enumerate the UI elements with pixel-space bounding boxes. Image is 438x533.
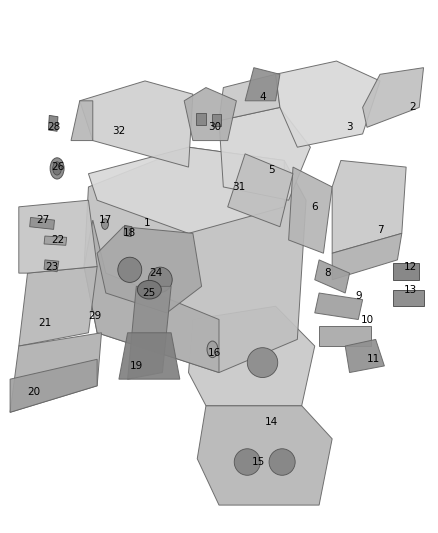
Polygon shape <box>245 68 280 101</box>
Polygon shape <box>332 160 406 253</box>
Polygon shape <box>219 108 311 200</box>
Text: 21: 21 <box>38 318 52 328</box>
Text: 22: 22 <box>51 235 64 245</box>
Polygon shape <box>276 61 380 147</box>
Text: 3: 3 <box>346 122 353 132</box>
Text: 4: 4 <box>259 93 266 102</box>
Text: 20: 20 <box>28 387 41 398</box>
Text: 14: 14 <box>265 417 278 427</box>
Text: 28: 28 <box>47 122 60 132</box>
Text: 10: 10 <box>360 314 374 325</box>
Ellipse shape <box>118 257 142 282</box>
Polygon shape <box>44 236 67 245</box>
Polygon shape <box>319 326 371 346</box>
Polygon shape <box>48 115 58 131</box>
Polygon shape <box>228 154 293 227</box>
Ellipse shape <box>269 449 295 475</box>
Ellipse shape <box>102 219 109 229</box>
Text: 5: 5 <box>268 165 275 175</box>
Polygon shape <box>97 227 201 313</box>
Text: 16: 16 <box>208 348 221 358</box>
Text: 12: 12 <box>404 262 417 271</box>
Ellipse shape <box>247 348 278 377</box>
Text: 9: 9 <box>355 292 362 301</box>
Text: 23: 23 <box>45 262 58 271</box>
Polygon shape <box>88 147 284 233</box>
Bar <box>212 114 221 126</box>
Polygon shape <box>119 333 180 379</box>
Text: 15: 15 <box>251 457 265 467</box>
Polygon shape <box>197 406 332 505</box>
Text: 1: 1 <box>144 219 151 229</box>
Text: 6: 6 <box>311 202 318 212</box>
Text: 32: 32 <box>112 126 126 135</box>
Polygon shape <box>188 306 315 406</box>
Text: 26: 26 <box>51 162 64 172</box>
Text: 30: 30 <box>208 122 221 132</box>
Text: 2: 2 <box>410 102 416 112</box>
Bar <box>393 263 419 280</box>
Polygon shape <box>124 225 132 237</box>
Polygon shape <box>84 220 219 373</box>
Ellipse shape <box>207 341 218 358</box>
Text: 7: 7 <box>377 225 383 235</box>
Polygon shape <box>10 359 97 413</box>
Polygon shape <box>19 266 97 346</box>
Text: 13: 13 <box>404 285 417 295</box>
Ellipse shape <box>138 280 161 299</box>
Polygon shape <box>332 233 402 280</box>
Polygon shape <box>71 101 93 141</box>
Text: 27: 27 <box>36 215 49 225</box>
Text: 11: 11 <box>367 354 380 364</box>
Bar <box>196 113 205 125</box>
Text: 29: 29 <box>88 311 102 321</box>
Polygon shape <box>363 68 424 127</box>
Ellipse shape <box>50 158 64 179</box>
Polygon shape <box>10 333 102 413</box>
Polygon shape <box>184 87 237 141</box>
Ellipse shape <box>148 267 172 292</box>
Text: 31: 31 <box>232 182 245 192</box>
Polygon shape <box>19 200 97 273</box>
Text: 24: 24 <box>149 268 162 278</box>
Polygon shape <box>127 286 171 379</box>
Polygon shape <box>315 260 350 293</box>
Text: 18: 18 <box>123 228 136 238</box>
Polygon shape <box>219 74 280 120</box>
Text: 8: 8 <box>325 268 331 278</box>
Bar <box>393 290 424 306</box>
Polygon shape <box>84 147 306 373</box>
Polygon shape <box>44 260 59 272</box>
Text: 17: 17 <box>99 215 113 225</box>
Ellipse shape <box>53 162 61 175</box>
Polygon shape <box>345 340 385 373</box>
Text: 19: 19 <box>130 361 143 371</box>
Polygon shape <box>315 293 363 319</box>
Polygon shape <box>30 217 54 229</box>
Polygon shape <box>289 167 332 253</box>
Text: 25: 25 <box>143 288 156 298</box>
Polygon shape <box>80 81 193 167</box>
Ellipse shape <box>234 449 260 475</box>
